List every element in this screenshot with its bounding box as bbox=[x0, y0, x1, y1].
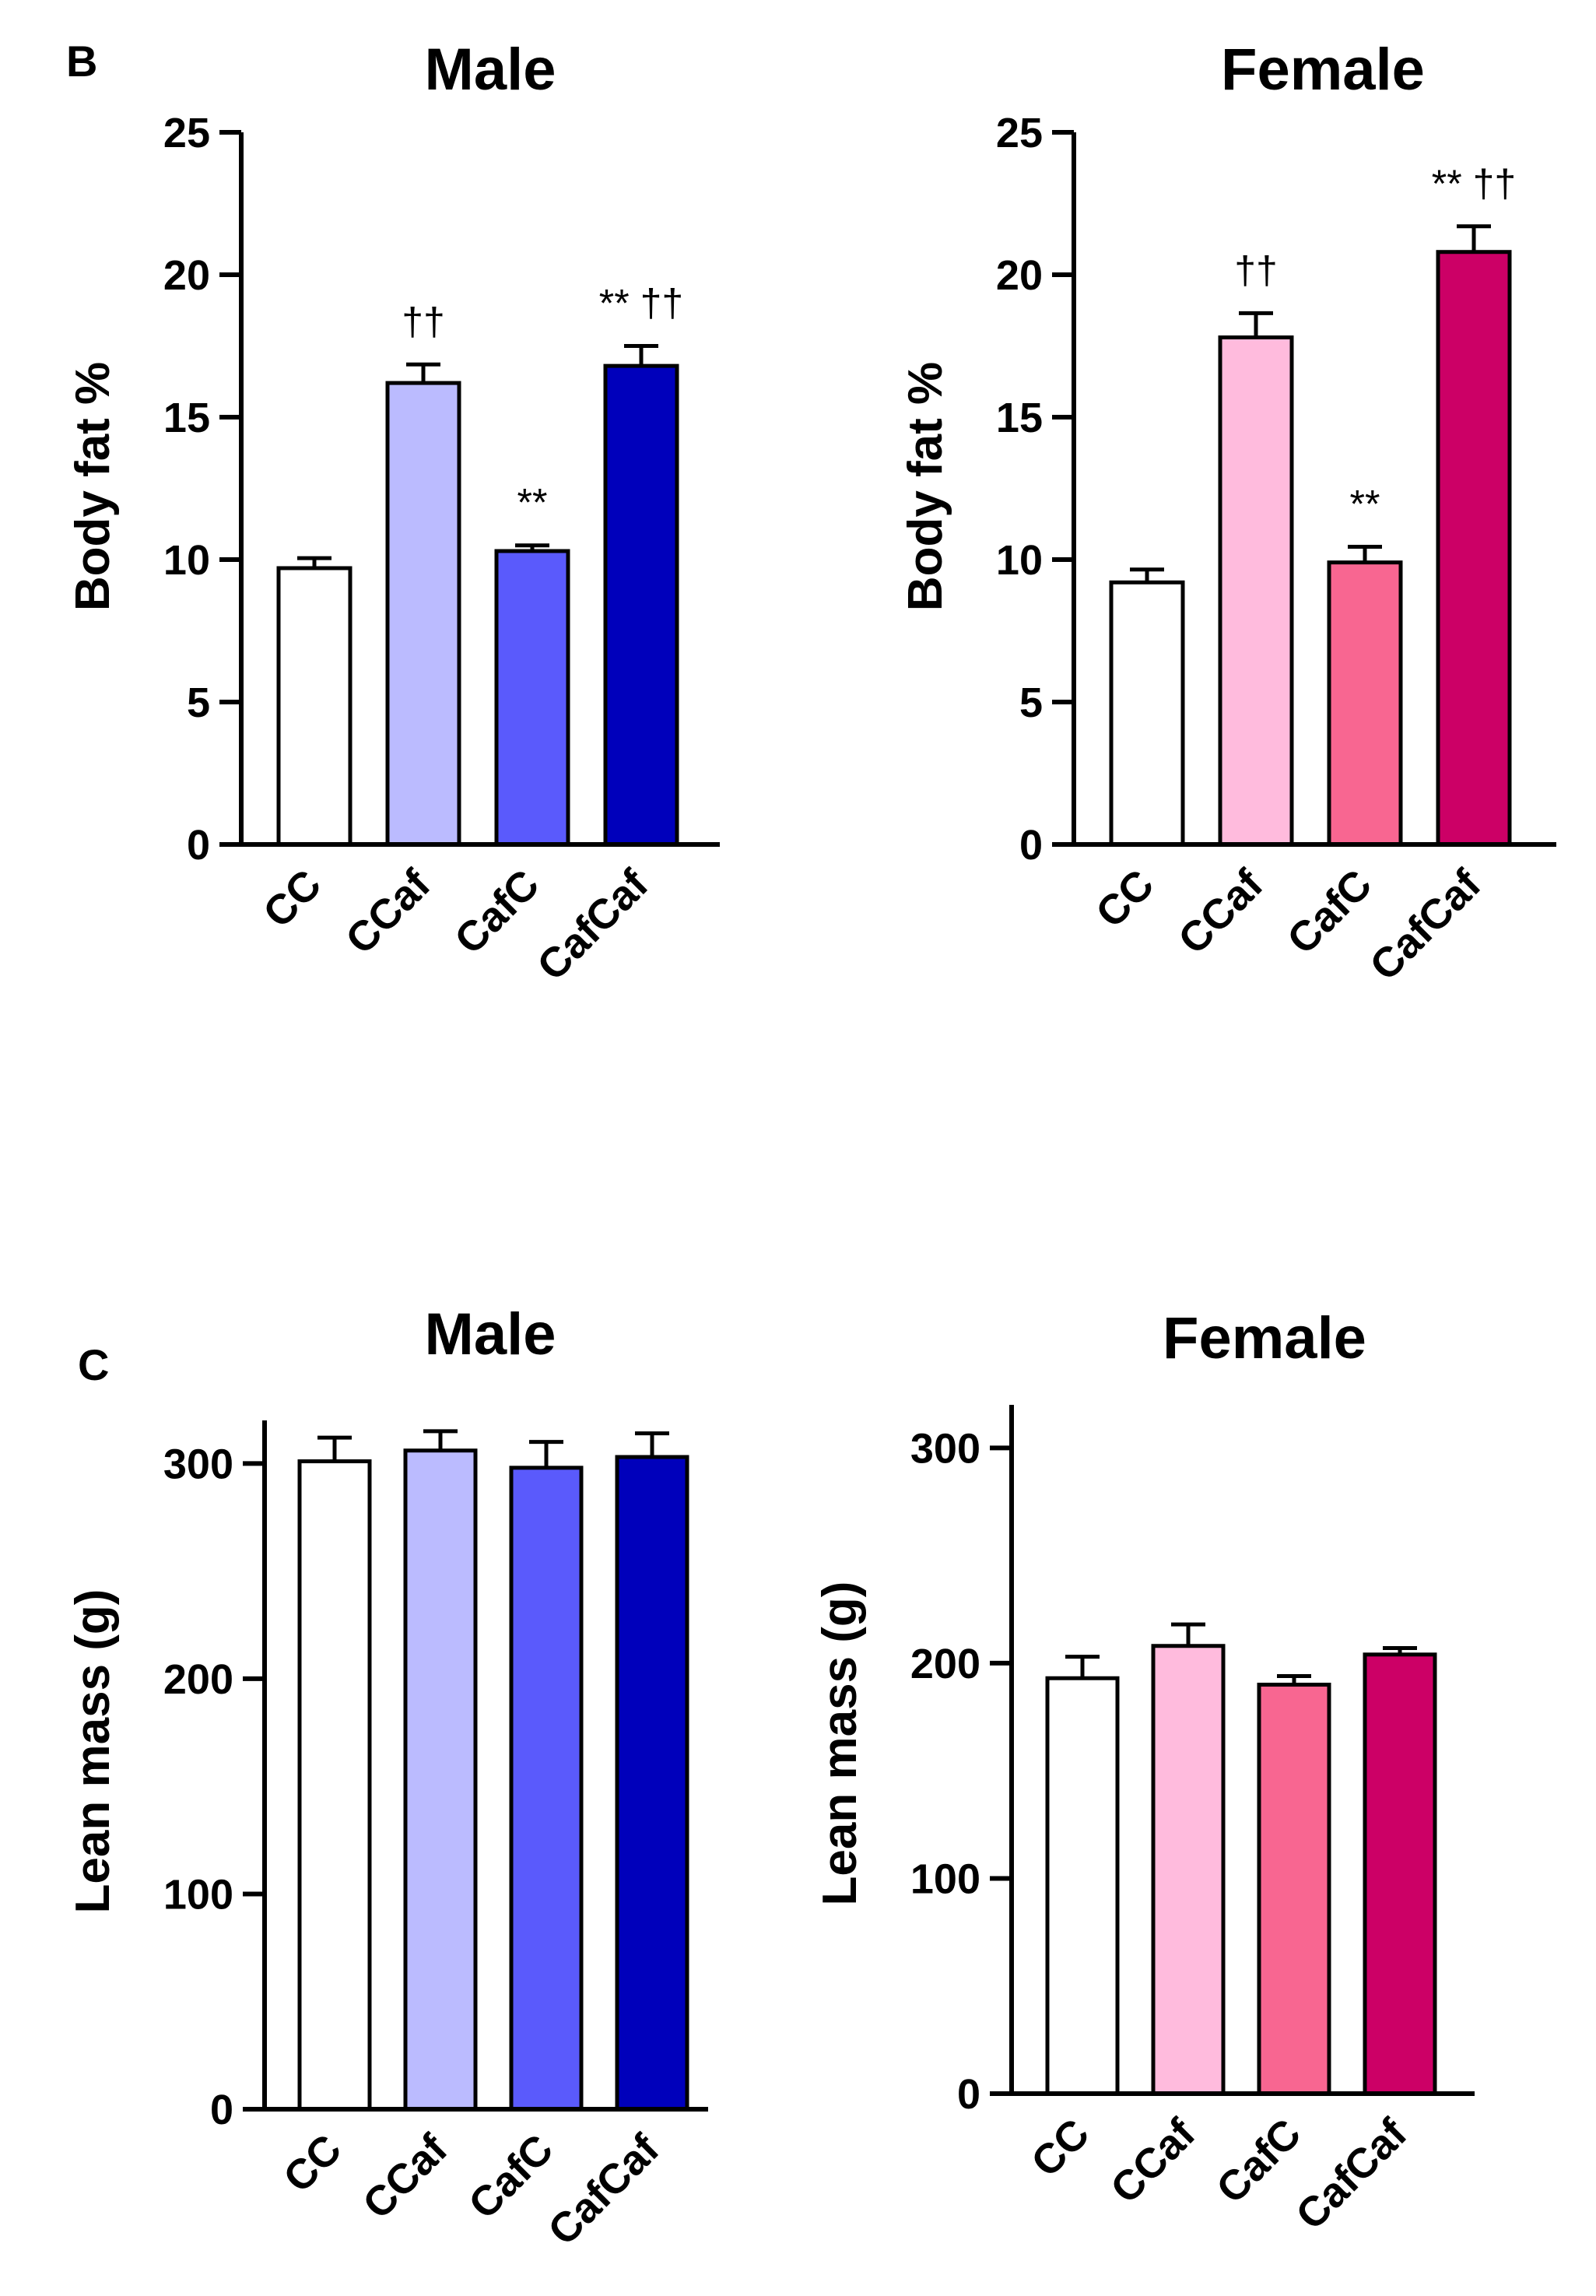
chart-title: Female bbox=[1163, 1305, 1366, 1371]
error-bar-cafc bbox=[529, 1440, 563, 1468]
bar-cc bbox=[1045, 1676, 1120, 2096]
bar-ccaf bbox=[1151, 1644, 1226, 2096]
error-bar-ccaf bbox=[1239, 311, 1273, 338]
error-bar-cc bbox=[297, 556, 331, 568]
category-label: CafC bbox=[1208, 2110, 1310, 2213]
category-label: CafCaf bbox=[539, 2125, 668, 2254]
y-tick-label: 25 bbox=[163, 110, 210, 156]
bar-cafcaf bbox=[1436, 250, 1512, 847]
significance-label: †† bbox=[1234, 248, 1278, 292]
y-tick-label: 15 bbox=[163, 395, 210, 441]
category-label: CafCaf bbox=[528, 860, 658, 989]
error-bar-cc bbox=[1130, 567, 1164, 583]
category-label: CafC bbox=[1279, 861, 1381, 964]
error-bar-cafc bbox=[1277, 1673, 1311, 1685]
bar-cc bbox=[1109, 580, 1185, 847]
y-tick-label: 0 bbox=[1019, 822, 1043, 869]
chart-title: Male bbox=[425, 37, 556, 103]
y-tick-label: 10 bbox=[163, 537, 210, 584]
bar-cafcaf bbox=[1363, 1652, 1437, 2096]
y-tick-label: 100 bbox=[163, 1871, 233, 1918]
y-tick-label: 10 bbox=[996, 537, 1043, 584]
y-axis-label: Body fat % bbox=[66, 362, 120, 611]
y-tick-label: 200 bbox=[163, 1656, 233, 1703]
category-label: CC bbox=[1022, 2110, 1099, 2186]
significance-label: ** bbox=[1350, 483, 1380, 526]
category-label: CC bbox=[275, 2126, 351, 2202]
y-tick-label: 0 bbox=[210, 2087, 233, 2133]
panel-letter: B bbox=[66, 37, 97, 86]
panel-letter: C bbox=[78, 1340, 109, 1389]
error-bar-cafc bbox=[1348, 545, 1382, 563]
bar-ccaf bbox=[403, 1448, 478, 2112]
y-tick-label: 20 bbox=[163, 252, 210, 299]
y-tick-label: 0 bbox=[187, 822, 210, 869]
bar-cafcaf bbox=[603, 363, 679, 847]
y-axis-label: Lean mass (g) bbox=[66, 1589, 120, 1914]
significance-label: ** bbox=[517, 481, 548, 525]
error-bar-cc bbox=[1065, 1655, 1100, 1679]
category-label: CCaf bbox=[354, 2125, 457, 2228]
category-label: CC bbox=[1087, 861, 1163, 937]
y-tick-label: 0 bbox=[957, 2071, 980, 2118]
y-tick-label: 100 bbox=[910, 1855, 980, 1902]
chart-title: Male bbox=[425, 1301, 556, 1367]
significance-label: †† bbox=[402, 300, 445, 343]
y-tick-label: 300 bbox=[163, 1441, 233, 1487]
category-label: CafC bbox=[460, 2126, 563, 2228]
significance-label: ** †† bbox=[1432, 162, 1516, 205]
error-bar-cafcaf bbox=[635, 1431, 669, 1458]
significance-label: ** †† bbox=[599, 282, 683, 325]
category-label: CafC bbox=[446, 861, 549, 964]
error-bar-cc bbox=[317, 1435, 352, 1462]
error-bar-cafcaf bbox=[624, 344, 658, 367]
chart-body-fat-female: Female Body fat % CC †† CCaf ** CafC ** †† CafCa… bbox=[899, 37, 1556, 990]
category-label: CafCaf bbox=[1361, 860, 1490, 989]
bar-ccaf bbox=[1218, 335, 1294, 847]
y-axis-label: Body fat % bbox=[899, 362, 952, 611]
y-tick-label: 200 bbox=[910, 1641, 980, 1687]
category-label: CCaf bbox=[1102, 2109, 1205, 2212]
y-tick-label: 20 bbox=[996, 252, 1043, 299]
bar-cafc bbox=[494, 549, 570, 847]
category-label: CafCaf bbox=[1287, 2109, 1416, 2238]
bar-cafcaf bbox=[615, 1455, 689, 2112]
y-tick-label: 5 bbox=[1019, 679, 1043, 726]
bar-cafc bbox=[1327, 560, 1403, 847]
y-axis-label: Lean mass (g) bbox=[813, 1582, 867, 1906]
category-label: CC bbox=[254, 861, 331, 937]
chart-body-fat-male: B Male Body fat % CC †† CCaf ** CafC ** †† CafCaf… bbox=[66, 37, 720, 990]
category-label: CCaf bbox=[337, 860, 440, 963]
bar-cc bbox=[297, 1459, 372, 2112]
error-bar-ccaf bbox=[1171, 1622, 1205, 1646]
error-bar-cafcaf bbox=[1383, 1646, 1417, 1655]
bar-cc bbox=[276, 566, 353, 847]
error-bar-cafcaf bbox=[1457, 224, 1491, 252]
y-tick-label: 5 bbox=[187, 679, 210, 726]
error-bar-ccaf bbox=[423, 1429, 458, 1451]
y-tick-label: 300 bbox=[910, 1425, 980, 1472]
y-tick-label: 15 bbox=[996, 395, 1043, 441]
category-label: CCaf bbox=[1170, 860, 1272, 963]
bar-ccaf bbox=[385, 381, 461, 847]
chart-title: Female bbox=[1221, 37, 1425, 103]
error-bar-ccaf bbox=[406, 362, 440, 384]
error-bar-cafc bbox=[515, 543, 549, 552]
bar-cafc bbox=[509, 1466, 584, 2112]
y-tick-label: 25 bbox=[996, 110, 1043, 156]
bar-cafc bbox=[1257, 1683, 1331, 2096]
